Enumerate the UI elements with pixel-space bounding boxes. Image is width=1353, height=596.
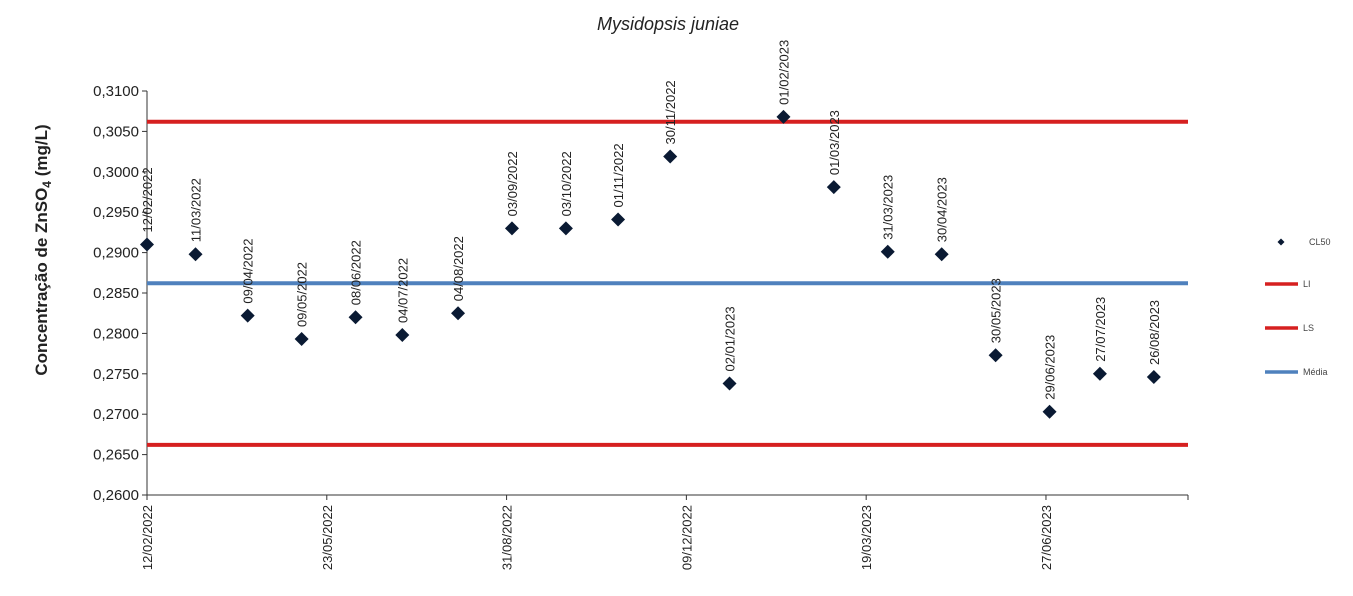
x-tick-label: 31/08/2022	[500, 505, 515, 570]
point-labels: 12/02/2022 11/03/2022 09/04/2022 09/05/2022…	[140, 40, 1162, 400]
x-ticks: 12/02/2022 23/05/2022 31/08/2022 09/12/2022…	[140, 495, 1189, 570]
y-tick-label: 0,2700	[93, 406, 139, 423]
y-axis-label-prefix: Concentração de ZnSO	[32, 188, 51, 376]
data-point-label: 04/08/2022	[451, 236, 466, 301]
data-point-label: 08/06/2022	[349, 240, 364, 305]
data-points	[140, 109, 1161, 419]
data-point	[294, 332, 309, 347]
data-point	[826, 180, 841, 195]
data-point-label: 04/07/2022	[395, 258, 410, 323]
data-point	[880, 244, 895, 259]
data-point-label: 03/10/2022	[559, 151, 574, 216]
legend-label-m-dia: Média	[1303, 367, 1328, 377]
data-point	[395, 328, 410, 343]
data-point-label: 30/05/2023	[989, 278, 1004, 343]
x-tick-label: 27/06/2023	[1039, 505, 1054, 570]
data-point	[722, 376, 737, 391]
data-point	[240, 308, 255, 323]
y-axis-label-subscript: 4	[40, 181, 54, 188]
data-point	[504, 221, 519, 236]
data-point	[1146, 370, 1161, 385]
legend-label-cl50: CL50	[1309, 237, 1331, 247]
data-point-label: 02/01/2023	[723, 306, 738, 371]
legend-label-ls: LS	[1303, 323, 1314, 333]
data-point-label: 03/09/2022	[505, 151, 520, 216]
data-point	[663, 149, 678, 164]
data-point	[988, 348, 1003, 363]
legend-marker-cl50	[1277, 238, 1285, 246]
data-point-label: 29/06/2023	[1043, 335, 1058, 400]
data-point	[934, 247, 949, 262]
y-tick-label: 0,3050	[93, 123, 139, 140]
x-tick-label: 09/12/2022	[679, 505, 694, 570]
y-tick-label: 0,2600	[93, 487, 139, 504]
data-point-label: 01/11/2022	[611, 143, 626, 207]
y-axis-label: Concentração de ZnSO4 (mg/L)	[32, 124, 54, 375]
data-point	[348, 310, 363, 325]
data-point-label: 11/03/2022	[189, 178, 204, 242]
y-tick-label: 0,2950	[93, 204, 139, 221]
y-tick-label: 0,2750	[93, 366, 139, 383]
data-point-label: 09/05/2022	[295, 262, 310, 327]
legend: CL50 LI LS Média	[1265, 237, 1331, 377]
data-point	[140, 237, 154, 252]
data-point-label: 30/11/2022	[663, 80, 678, 144]
y-tick-label: 0,3000	[93, 164, 139, 181]
data-point-label: 01/02/2023	[776, 40, 791, 105]
reference-lines	[147, 119, 1188, 447]
y-tick-label: 0,2800	[93, 325, 139, 342]
data-point-label: 31/03/2023	[881, 175, 896, 240]
data-point	[558, 221, 573, 236]
data-point	[188, 247, 203, 262]
data-point	[611, 212, 626, 227]
data-point	[776, 109, 791, 124]
data-point-label: 26/08/2023	[1147, 300, 1162, 365]
data-point-label: 01/03/2023	[827, 110, 842, 175]
data-point-label: 09/04/2022	[241, 239, 256, 304]
y-ticks: 0,2600 0,2650 0,2700 0,2750 0,2800 0,2850 0,29…	[93, 83, 147, 504]
y-tick-label: 0,2850	[93, 285, 139, 302]
data-point	[451, 306, 466, 321]
x-tick-label: 23/05/2022	[320, 505, 335, 570]
x-tick-label: 19/03/2023	[859, 505, 874, 570]
legend-label-li: LI	[1303, 279, 1311, 289]
y-tick-label: 0,2650	[93, 447, 139, 464]
data-point-label: 27/07/2023	[1093, 297, 1108, 362]
data-point	[1042, 404, 1057, 419]
data-point-label: 30/04/2023	[935, 177, 950, 242]
y-tick-label: 0,3100	[93, 83, 139, 100]
y-axis-label-suffix: (mg/L)	[32, 124, 51, 181]
x-tick-label: 12/02/2022	[140, 505, 155, 570]
y-tick-label: 0,2900	[93, 245, 139, 262]
data-point-label: 12/02/2022	[140, 167, 155, 232]
chart-title: Mysidopsis juniae	[597, 14, 739, 34]
data-point	[1092, 366, 1107, 381]
